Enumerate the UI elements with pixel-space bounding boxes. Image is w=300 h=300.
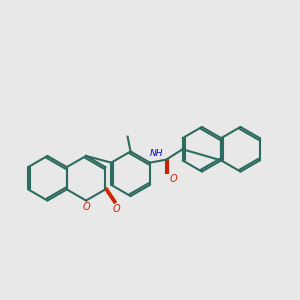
Text: O: O bbox=[169, 174, 177, 184]
Text: O: O bbox=[113, 204, 121, 214]
Text: O: O bbox=[82, 202, 90, 212]
Text: NH: NH bbox=[150, 148, 163, 158]
